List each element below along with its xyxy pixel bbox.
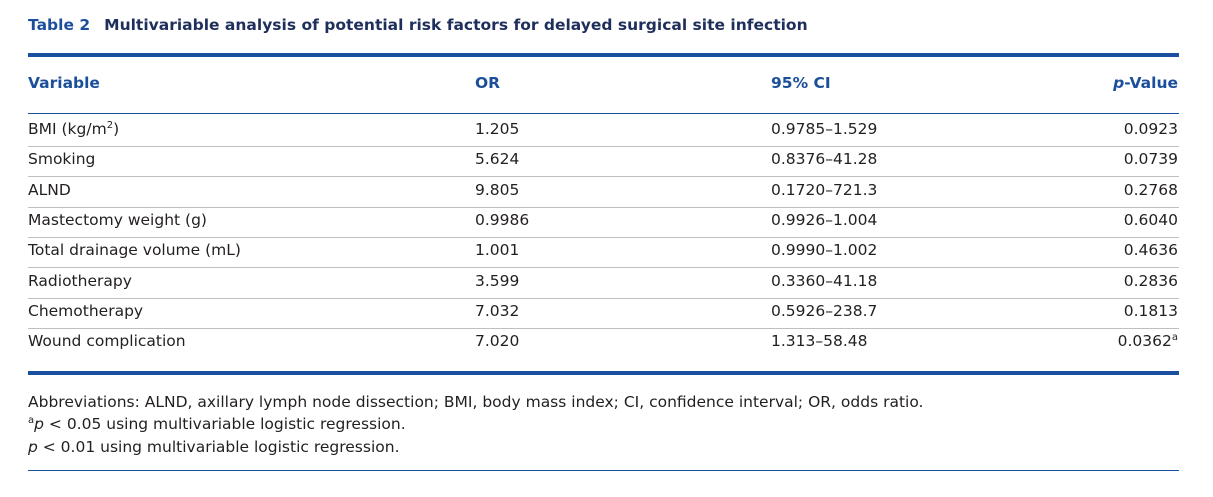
- header-or: OR: [475, 74, 501, 92]
- cell-p-value: 0.1813: [1124, 302, 1178, 320]
- cell-or: 1.205: [475, 120, 520, 138]
- header-p-italic: p: [1113, 74, 1125, 92]
- footnote-abbreviations: Abbreviations: ALND, axillary lymph node…: [28, 393, 924, 411]
- bottom-rule: [28, 371, 1179, 375]
- table-label: Table 2: [28, 16, 91, 34]
- cell-p-value-text: 0.0923: [1123, 120, 1178, 138]
- header-variable: Variable: [28, 74, 100, 92]
- cell-variable-text: Smoking: [28, 150, 96, 168]
- cell-variable-text: ALND: [28, 181, 71, 199]
- header-rule: [28, 113, 1179, 114]
- cell-or: 1.001: [475, 241, 520, 259]
- cell-or: 5.624: [475, 150, 520, 168]
- table-title: Multivariable analysis of potential risk…: [104, 16, 808, 34]
- footer-rule: [28, 470, 1179, 471]
- cell-p-value-text: 0.0739: [1123, 150, 1178, 168]
- cell-or: 7.032: [475, 302, 520, 320]
- footnote-a-p: p: [34, 415, 44, 433]
- footnote-b: p < 0.01 using multivariable logistic re…: [28, 438, 400, 456]
- row-separator: [28, 176, 1179, 177]
- cell-variable: Radiotherapy: [28, 272, 132, 290]
- cell-p-value-text: 0.2836: [1123, 272, 1178, 290]
- cell-variable: Total drainage volume (mL): [28, 241, 241, 259]
- row-separator: [28, 328, 1179, 329]
- cell-p-value-text: 0.4636: [1123, 241, 1178, 259]
- cell-ci: 0.5926–238.7: [771, 302, 878, 320]
- row-separator: [28, 298, 1179, 299]
- footnote-b-text: < 0.01 using multivariable logistic regr…: [37, 438, 400, 456]
- cell-variable-text: Wound complication: [28, 332, 186, 350]
- cell-or: 3.599: [475, 272, 520, 290]
- cell-ci: 0.1720–721.3: [771, 181, 878, 199]
- cell-p-value-text: 0.6040: [1123, 211, 1178, 229]
- cell-or: 0.9986: [475, 211, 530, 229]
- header-ci: 95% CI: [771, 74, 831, 92]
- top-rule: [28, 53, 1179, 57]
- cell-variable: Smoking: [28, 150, 95, 168]
- cell-p-value: 0.2836: [1124, 272, 1178, 290]
- cell-variable-text: Radiotherapy: [28, 272, 132, 290]
- cell-variable: ALND: [28, 181, 71, 199]
- cell-p-value-text: 0.1813: [1123, 302, 1178, 320]
- header-p-value: p-Value: [1113, 74, 1178, 92]
- cell-p-value: 0.4636: [1124, 241, 1178, 259]
- cell-p-value: 0.0923: [1124, 120, 1178, 138]
- cell-p-value-text: 0.2768: [1123, 181, 1178, 199]
- row-separator: [28, 146, 1179, 147]
- cell-ci: 0.3360–41.18: [771, 272, 878, 290]
- cell-variable-text: Mastectomy weight (g): [28, 211, 207, 229]
- footnote-a: ap < 0.05 using multivariable logistic r…: [28, 415, 406, 433]
- row-separator: [28, 267, 1179, 268]
- cell-p-value: 0.2768: [1124, 181, 1178, 199]
- cell-p-value-text: 0.0362: [1117, 332, 1172, 350]
- cell-variable-end: ): [113, 120, 120, 138]
- cell-ci: 0.9785–1.529: [771, 120, 878, 138]
- cell-ci: 0.9990–1.002: [771, 241, 878, 259]
- row-separator: [28, 237, 1179, 238]
- cell-variable: Mastectomy weight (g): [28, 211, 207, 229]
- footnote-b-p: p: [28, 438, 38, 456]
- cell-variable: BMI (kg/m2): [28, 120, 119, 138]
- cell-variable: Chemotherapy: [28, 302, 143, 320]
- cell-variable: Wound complication: [28, 332, 186, 350]
- footnote-a-text: < 0.05 using multivariable logistic regr…: [43, 415, 406, 433]
- cell-variable-text: BMI (kg/m: [28, 120, 107, 138]
- cell-variable-text: Chemotherapy: [28, 302, 144, 320]
- cell-p-value: 0.6040: [1124, 211, 1178, 229]
- header-p-rest: -Value: [1124, 74, 1178, 92]
- table-caption: Table 2 Multivariable analysis of potenti…: [28, 16, 808, 34]
- row-separator: [28, 207, 1179, 208]
- cell-ci: 0.9926–1.004: [771, 211, 878, 229]
- cell-variable-superscript: 2: [106, 120, 114, 131]
- cell-variable-text: Total drainage volume (mL): [28, 241, 241, 259]
- cell-ci: 1.313–58.48: [771, 332, 868, 350]
- cell-or: 7.020: [475, 332, 520, 350]
- cell-p-value: 0.0362a: [1118, 332, 1178, 350]
- cell-p-value-superscript: a: [1171, 332, 1178, 343]
- cell-ci: 0.8376–41.28: [771, 150, 878, 168]
- cell-p-value: 0.0739: [1124, 150, 1178, 168]
- cell-or: 9.805: [475, 181, 520, 199]
- footnote-a-marker: a: [28, 415, 35, 426]
